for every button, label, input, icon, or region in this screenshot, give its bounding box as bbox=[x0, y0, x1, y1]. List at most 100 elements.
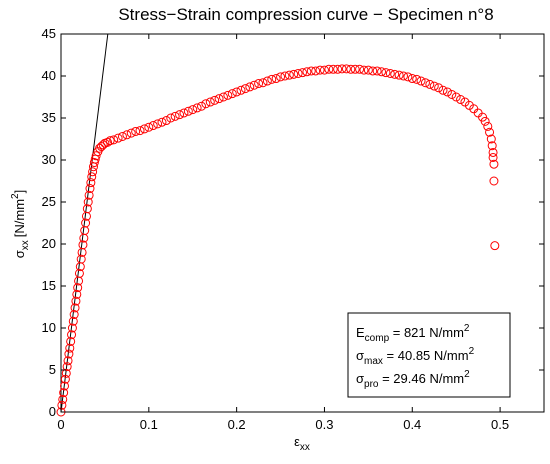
y-axis-label-subscript: xx bbox=[20, 240, 31, 250]
data-point bbox=[363, 65, 373, 75]
data-point bbox=[368, 66, 378, 76]
data-point bbox=[372, 66, 382, 76]
data-point bbox=[341, 64, 351, 74]
data-point bbox=[59, 388, 69, 398]
data-point bbox=[319, 65, 329, 75]
data-point bbox=[86, 178, 96, 188]
data-point bbox=[57, 400, 67, 410]
data-point bbox=[280, 71, 290, 81]
data-point bbox=[276, 72, 286, 82]
data-point bbox=[83, 197, 93, 207]
data-point bbox=[166, 113, 176, 123]
data-point bbox=[434, 83, 444, 93]
data-point bbox=[153, 119, 163, 129]
y-axis-label: σxx [N/mm2] bbox=[10, 190, 31, 259]
data-point bbox=[109, 135, 119, 145]
data-point bbox=[72, 289, 82, 299]
data-point bbox=[139, 124, 149, 134]
data-point bbox=[201, 99, 211, 109]
data-point bbox=[188, 105, 198, 115]
svg-text:σxx[N/mm2]: σxx [N/mm2] bbox=[10, 190, 31, 259]
svg-text:εxx: εxx bbox=[294, 434, 310, 453]
x-axis-label-subscript: xx bbox=[300, 442, 310, 453]
data-point bbox=[438, 85, 448, 95]
data-point bbox=[355, 64, 365, 74]
data-point bbox=[451, 92, 461, 102]
data-point bbox=[74, 268, 84, 278]
data-point bbox=[385, 68, 395, 78]
data-point bbox=[254, 79, 264, 89]
y-tick-label: 35 bbox=[42, 110, 56, 125]
data-point bbox=[76, 254, 86, 264]
data-point bbox=[333, 64, 343, 74]
data-point bbox=[489, 159, 499, 169]
data-point bbox=[91, 151, 101, 161]
elastic-modulus-line bbox=[60, 33, 109, 413]
data-point bbox=[306, 66, 316, 76]
x-axis-label-symbol: ε bbox=[294, 434, 300, 449]
data-point bbox=[381, 68, 391, 78]
data-point bbox=[429, 81, 439, 91]
data-point bbox=[289, 69, 299, 79]
data-point bbox=[60, 374, 70, 384]
data-point bbox=[337, 64, 347, 74]
data-point bbox=[148, 121, 158, 131]
data-point bbox=[425, 79, 435, 89]
data-point bbox=[442, 87, 452, 97]
data-point bbox=[117, 131, 127, 141]
data-point bbox=[232, 87, 242, 97]
data-point bbox=[311, 66, 321, 76]
data-point bbox=[113, 133, 123, 143]
data-point bbox=[66, 336, 76, 346]
data-point bbox=[298, 68, 307, 78]
y-tick-label: 0 bbox=[49, 404, 56, 419]
data-point bbox=[236, 85, 246, 95]
data-point bbox=[489, 176, 499, 186]
y-tick-label: 10 bbox=[42, 320, 56, 335]
data-point bbox=[71, 296, 81, 306]
annotation-line-e-comp: Ecomp = 821 N/mm2 bbox=[356, 323, 470, 344]
data-point bbox=[205, 97, 215, 107]
data-point bbox=[315, 65, 325, 75]
data-point bbox=[192, 103, 202, 113]
data-point bbox=[407, 74, 417, 84]
data-point bbox=[240, 84, 250, 94]
data-point bbox=[78, 240, 88, 250]
data-point bbox=[403, 72, 413, 82]
data-point bbox=[227, 89, 237, 99]
y-tick-label: 5 bbox=[49, 362, 56, 377]
data-point bbox=[161, 116, 171, 126]
y-tick-label: 15 bbox=[42, 278, 56, 293]
data-point bbox=[175, 110, 185, 120]
data-point bbox=[258, 78, 268, 88]
y-tick-label: 20 bbox=[42, 236, 56, 251]
data-point bbox=[64, 349, 74, 359]
data-point bbox=[416, 76, 426, 86]
x-axis-label: εxx bbox=[294, 434, 310, 453]
data-point bbox=[293, 68, 303, 78]
data-point bbox=[485, 127, 495, 137]
data-point bbox=[398, 71, 408, 81]
data-point bbox=[350, 64, 360, 74]
data-point bbox=[324, 64, 334, 74]
data-point bbox=[84, 190, 94, 200]
data-point bbox=[218, 92, 228, 102]
data-point bbox=[359, 65, 369, 75]
data-point bbox=[245, 82, 255, 92]
data-point bbox=[249, 80, 259, 90]
data-point bbox=[135, 126, 145, 136]
data-point bbox=[390, 69, 400, 79]
data-point bbox=[131, 126, 141, 136]
data-point bbox=[126, 128, 136, 138]
data-point bbox=[73, 283, 83, 293]
data-point bbox=[486, 134, 496, 144]
data-point bbox=[488, 147, 498, 157]
data-point bbox=[328, 64, 338, 74]
x-tick-label: 0.3 bbox=[315, 417, 333, 432]
annotation-line-sigma-max: σmax = 40.85 N/mm2 bbox=[356, 346, 475, 367]
data-point bbox=[103, 137, 113, 147]
annotation-frame bbox=[347, 312, 511, 398]
data-point bbox=[214, 94, 224, 104]
data-point bbox=[210, 95, 220, 105]
y-tick-label: 30 bbox=[42, 152, 56, 167]
